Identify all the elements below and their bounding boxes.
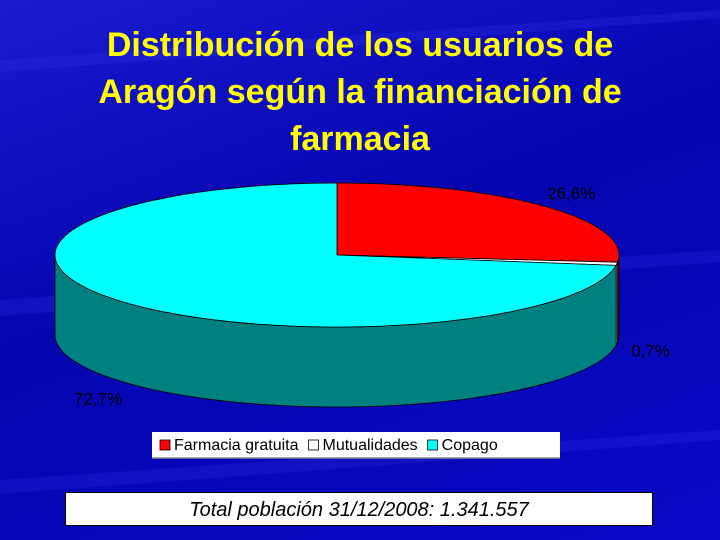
footer-note: Total población 31/12/2008: 1.341.557	[65, 492, 653, 526]
slice	[336, 182, 620, 263]
chart-title: Distribución de los usuarios de Aragón s…	[98, 26, 622, 158]
streak	[0, 10, 720, 72]
data-label: 26,6%	[547, 184, 595, 203]
data-label: 0,7%	[631, 341, 670, 360]
legend-label: Copago	[442, 437, 498, 454]
legend: Farmacia gratuita Mutualidades Copago	[159, 437, 498, 454]
legend-label: Mutualidades	[323, 437, 418, 454]
data-label: 72,7%	[74, 389, 122, 408]
legend-swatch	[159, 439, 171, 451]
slice	[54, 182, 617, 328]
legend-swatch	[427, 439, 439, 451]
legend-swatch	[308, 439, 319, 451]
legend-label: Farmacia gratuita	[174, 437, 299, 454]
legend-box	[152, 432, 560, 458]
